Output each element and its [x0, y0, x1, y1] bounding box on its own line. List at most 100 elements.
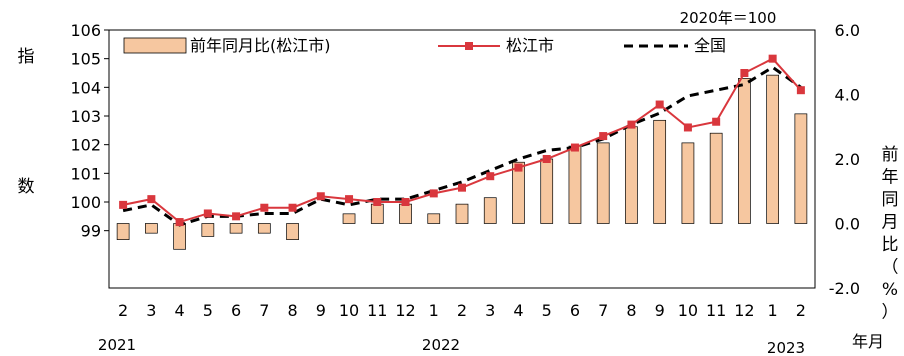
legend-city-label: 松江市 — [506, 36, 554, 55]
x-tick-label-6: 8 — [287, 301, 297, 320]
bar-21 — [709, 132, 723, 224]
bar-6 — [286, 223, 299, 240]
x-tick-label-2: 4 — [175, 301, 185, 320]
base-year-note: 2020年＝100 — [680, 9, 777, 27]
city-point-12 — [458, 183, 466, 192]
x-tick-label-21: 11 — [706, 301, 726, 320]
x-tick-label-8: 10 — [339, 301, 359, 320]
bar-16 — [568, 145, 582, 224]
city-point-22 — [740, 69, 749, 77]
right-tick-label-0.0: 0.0 — [835, 215, 860, 234]
x-tick-label-7: 9 — [316, 301, 326, 320]
city-point-16 — [570, 143, 579, 152]
year-label-2023: 2023 — [767, 339, 805, 356]
year-label-2022: 2022 — [422, 336, 460, 354]
city-point-17 — [599, 132, 608, 141]
x-tick-label-4: 6 — [231, 301, 241, 320]
city-point-5 — [260, 203, 269, 212]
x-tick-label-10: 12 — [395, 301, 415, 320]
left-tick-label-106: 106 — [70, 21, 101, 40]
city-point-0 — [119, 200, 128, 209]
bar-13 — [483, 197, 497, 224]
x-tick-label-11: 1 — [429, 301, 439, 320]
left-tick-label-99: 99 — [81, 222, 101, 241]
city-point-7 — [316, 192, 325, 201]
bar-9 — [370, 203, 384, 224]
bar-19 — [653, 119, 667, 224]
x-tick-label-3: 5 — [203, 301, 213, 320]
bar-22 — [738, 78, 751, 224]
right-title-char-0: 前 — [882, 145, 899, 165]
x-tick-label-17: 7 — [598, 301, 608, 320]
bar-23 — [766, 74, 779, 224]
x-tick-label-24: 2 — [796, 301, 806, 320]
city-line — [122, 57, 802, 224]
x-tick-label-1: 3 — [146, 301, 156, 320]
left-title-char-1: 数 — [18, 177, 35, 197]
x-tick-label-14: 4 — [513, 301, 523, 320]
right-title-char-1: 年 — [882, 168, 899, 188]
right-title-char-4: 比 — [882, 235, 899, 255]
x-tick-label-20: 10 — [678, 301, 698, 320]
national-line — [122, 65, 802, 227]
right-tick-label-4.0: 4.0 — [835, 86, 860, 105]
left-tick-label-105: 105 — [70, 50, 101, 69]
bar-11 — [427, 213, 441, 224]
right-axis-ticks: -2.0 0.0 2.0 4.0 6.0 — [829, 21, 860, 298]
x-tick-label-0: 2 — [118, 301, 128, 320]
bar-4 — [229, 223, 243, 234]
bar-18 — [625, 126, 638, 224]
city-point-11 — [429, 189, 438, 198]
x-tick-label-23: 1 — [768, 301, 778, 320]
right-title-char-5: （ — [882, 258, 899, 278]
right-axis-title: 前年同月比 （% ） — [882, 145, 899, 323]
city-point-14 — [514, 163, 523, 172]
left-tick-label-102: 102 — [70, 136, 101, 155]
bar-10 — [399, 203, 412, 224]
left-tick-label-101: 101 — [70, 164, 101, 183]
bar-series — [116, 74, 808, 250]
city-point-13 — [486, 172, 495, 181]
left-tick-label-100: 100 — [70, 193, 101, 212]
x-tick-label-12: 2 — [457, 301, 467, 320]
bar-1 — [145, 223, 158, 234]
bar-12 — [455, 203, 469, 224]
right-tick-label--2.0: -2.0 — [829, 279, 860, 298]
bar-20 — [681, 142, 695, 224]
right-title-char-2: 同 — [882, 190, 899, 210]
legend-bar-swatch — [123, 37, 187, 54]
x-tick-label-19: 9 — [655, 301, 665, 320]
left-title-char-0: 指 — [18, 47, 35, 67]
bar-24 — [794, 113, 808, 224]
left-axis-title: 指数 — [18, 47, 35, 197]
left-axis-ticks: 99 100 101 102 103 104 105 106 — [70, 21, 109, 241]
bar-8 — [342, 213, 356, 224]
left-tick-label-103: 103 — [70, 107, 101, 126]
line-series — [119, 54, 805, 227]
bar-0 — [116, 223, 130, 240]
city-point-9 — [373, 198, 382, 206]
x-tick-label-5: 7 — [259, 301, 269, 320]
x-axis-unit: 年月 — [852, 332, 884, 351]
city-point-23 — [768, 54, 777, 63]
legend-bar-label: 前年同月比(松江市) — [190, 36, 331, 55]
city-point-24 — [796, 86, 805, 95]
x-tick-label-13: 3 — [485, 301, 495, 320]
x-tick-label-16: 6 — [570, 301, 580, 320]
bar-15 — [540, 158, 554, 224]
right-title-char-7: ） — [882, 303, 899, 323]
right-tick-label-6.0: 6.0 — [835, 21, 860, 40]
city-point-3 — [203, 209, 212, 218]
bar-2 — [173, 223, 186, 250]
year-label-2021: 2021 — [98, 336, 136, 354]
city-point-8 — [345, 195, 354, 204]
city-point-4 — [232, 212, 241, 221]
plot-frame — [108, 29, 816, 289]
x-tick-label-22: 12 — [734, 301, 754, 320]
city-point-19 — [655, 100, 664, 109]
right-tick-label-2.0: 2.0 — [835, 150, 860, 169]
right-title-char-6: % — [882, 280, 898, 300]
bar-17 — [596, 142, 610, 224]
city-point-20 — [683, 123, 692, 132]
